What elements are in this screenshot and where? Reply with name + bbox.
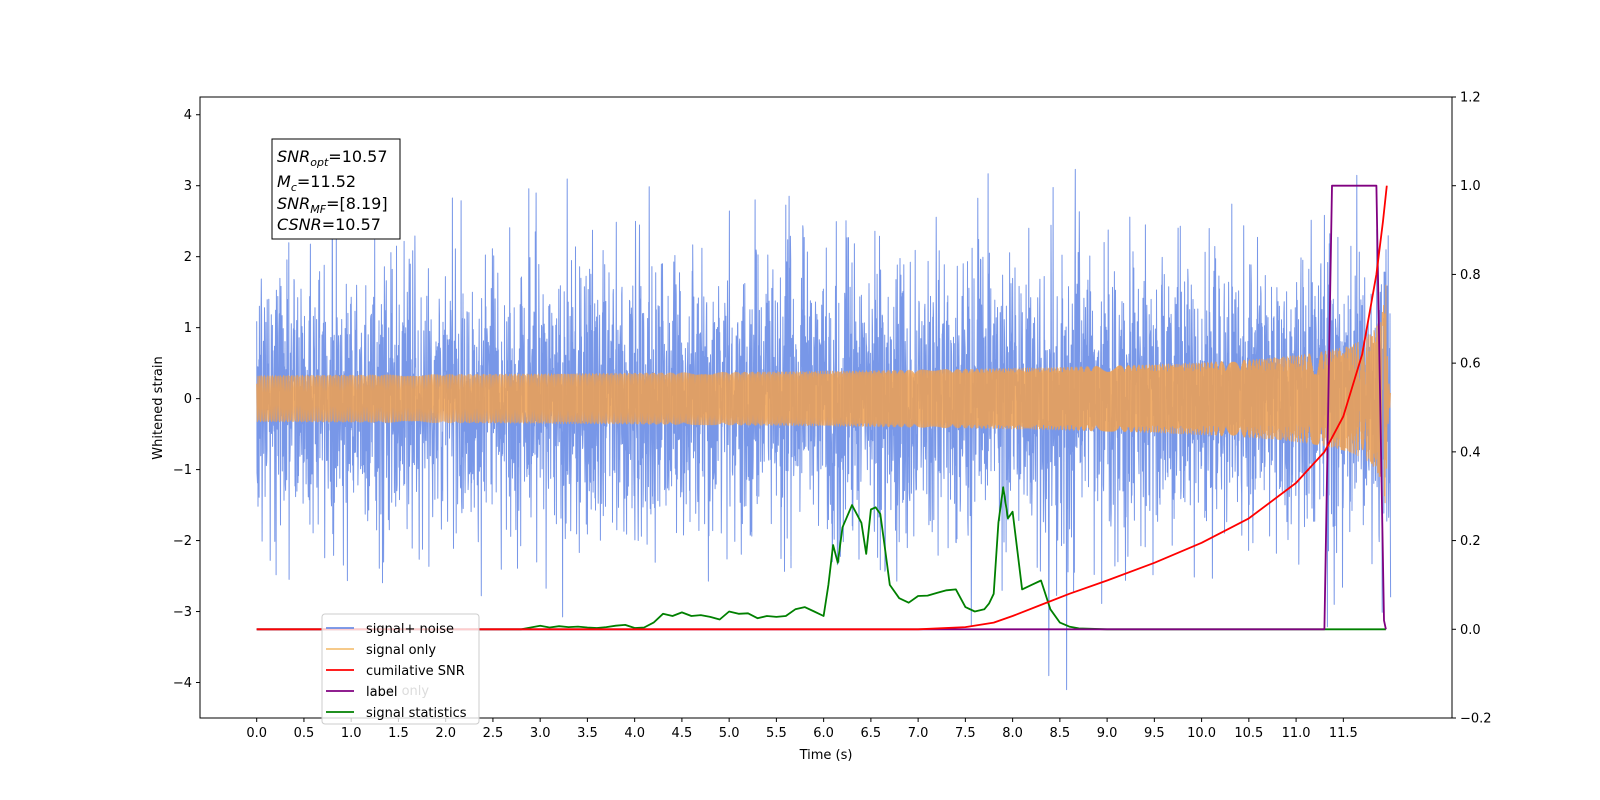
x-tick-label: 6.5 (861, 726, 882, 741)
signal-only-line (256, 284, 1392, 504)
info-csnr-value: =10.57 (322, 215, 381, 234)
x-tick-label: 1.5 (388, 726, 409, 741)
x-tick-label: 4.5 (672, 726, 693, 741)
y-axis-right: 1.2 1.0 0.8 0.6 0.4 0.2 0.0 −0.2 (1452, 91, 1492, 727)
y2-tick-label: 1.0 (1460, 179, 1481, 194)
legend-label: signal only (366, 643, 436, 658)
x-tick-label: 5.0 (719, 726, 740, 741)
info-mc-value: =11.52 (297, 172, 356, 191)
legend-entries: signal+ noise signal only cumilative SNR la… (326, 622, 467, 721)
info-box-frame (271, 138, 401, 240)
y-tick-label: −3 (173, 605, 192, 620)
info-snr-mf: SNRMF=[8.19] (277, 194, 388, 216)
y-tick-label: −4 (173, 676, 192, 691)
x-axis-label: Time (s) (799, 748, 853, 763)
x-tick-label: 9.5 (1144, 726, 1165, 741)
info-snr-mf-value: =[8.19] (326, 194, 388, 213)
x-tick-label: 1.0 (341, 726, 362, 741)
info-box: SNRopt=10.57 Mc=11.52 SNRMF=[8.19] CSNR=… (271, 138, 401, 240)
x-tick-label: 2.0 (435, 726, 456, 741)
info-snr-opt-sub: opt (310, 156, 329, 169)
info-mc-base: M (277, 172, 291, 191)
signal-statistics-line (256, 486, 1386, 631)
x-tick-label: 4.0 (624, 726, 645, 741)
legend-label: signal statistics (366, 706, 467, 721)
legend-label: cumilative SNR (366, 664, 465, 679)
y2-tick-label: 0.6 (1460, 357, 1481, 372)
y-tick-label: 2 (184, 250, 192, 265)
info-csnr-base: CSNR (277, 215, 322, 234)
legend-hidden-label-only: label only (366, 684, 429, 699)
info-snr-mf-base: SNR (277, 194, 310, 213)
label-line (256, 184, 1387, 631)
y-tick-label: −1 (173, 463, 192, 478)
legend-label: label (366, 685, 397, 700)
info-csnr: CSNR=10.57 (277, 215, 381, 234)
x-tick-label: 5.5 (766, 726, 787, 741)
legend: label only signal+ noise signal only cumil… (321, 613, 480, 725)
y-axis-label: Whitened strain (151, 356, 166, 459)
x-tick-label: 0.5 (294, 726, 315, 741)
x-tick-label: 10.0 (1187, 726, 1216, 741)
x-tick-label: 7.5 (955, 726, 976, 741)
y2-tick-label: 1.2 (1460, 91, 1481, 106)
y-tick-label: 0 (184, 392, 192, 407)
y-tick-label: −2 (173, 534, 192, 549)
x-tick-label: 0.0 (246, 726, 267, 741)
info-snr-opt-value: =10.57 (328, 147, 387, 166)
y-tick-label: 3 (184, 179, 192, 194)
x-tick-label: 7.0 (908, 726, 929, 741)
x-tick-label: 10.5 (1234, 726, 1263, 741)
cumulative-snr-line (256, 185, 1388, 631)
y-tick-label: 1 (184, 321, 192, 336)
plot-frame (199, 96, 1453, 719)
x-tick-label: 11.0 (1282, 726, 1311, 741)
plot-area (256, 159, 1392, 691)
info-mc-sub: c (291, 181, 297, 194)
x-tick-label: 2.5 (483, 726, 504, 741)
y2-tick-label: 0.2 (1460, 534, 1481, 549)
x-tick-label: 3.5 (577, 726, 598, 741)
info-snr-opt: SNRopt=10.57 (277, 147, 388, 169)
legend-frame (321, 613, 480, 725)
x-tick-label: 8.5 (1050, 726, 1071, 741)
info-snr-opt-base: SNR (277, 147, 310, 166)
info-mc: Mc=11.52 (277, 172, 356, 194)
x-tick-label: 11.5 (1329, 726, 1358, 741)
y2-tick-label: −0.2 (1460, 712, 1492, 727)
y2-tick-label: 0.0 (1460, 623, 1481, 638)
y-axis-left: 4 3 2 1 0 −1 −2 −3 −4 (173, 108, 200, 691)
info-snr-mf-sub: MF (310, 203, 326, 216)
y2-tick-label: 0.8 (1460, 268, 1481, 283)
x-tick-label: 8.0 (1002, 726, 1023, 741)
x-tick-label: 3.0 (530, 726, 551, 741)
x-tick-label: 9.0 (1097, 726, 1118, 741)
y2-tick-label: 0.4 (1460, 445, 1481, 460)
y-tick-label: 4 (184, 108, 192, 123)
x-axis: 0.0 0.5 1.0 1.5 2.0 2.5 3.0 3.5 4.0 4.5 5.0 5.5 6.0 6… (246, 718, 1358, 741)
legend-label: signal+ noise (366, 622, 454, 637)
x-tick-label: 6.0 (813, 726, 834, 741)
